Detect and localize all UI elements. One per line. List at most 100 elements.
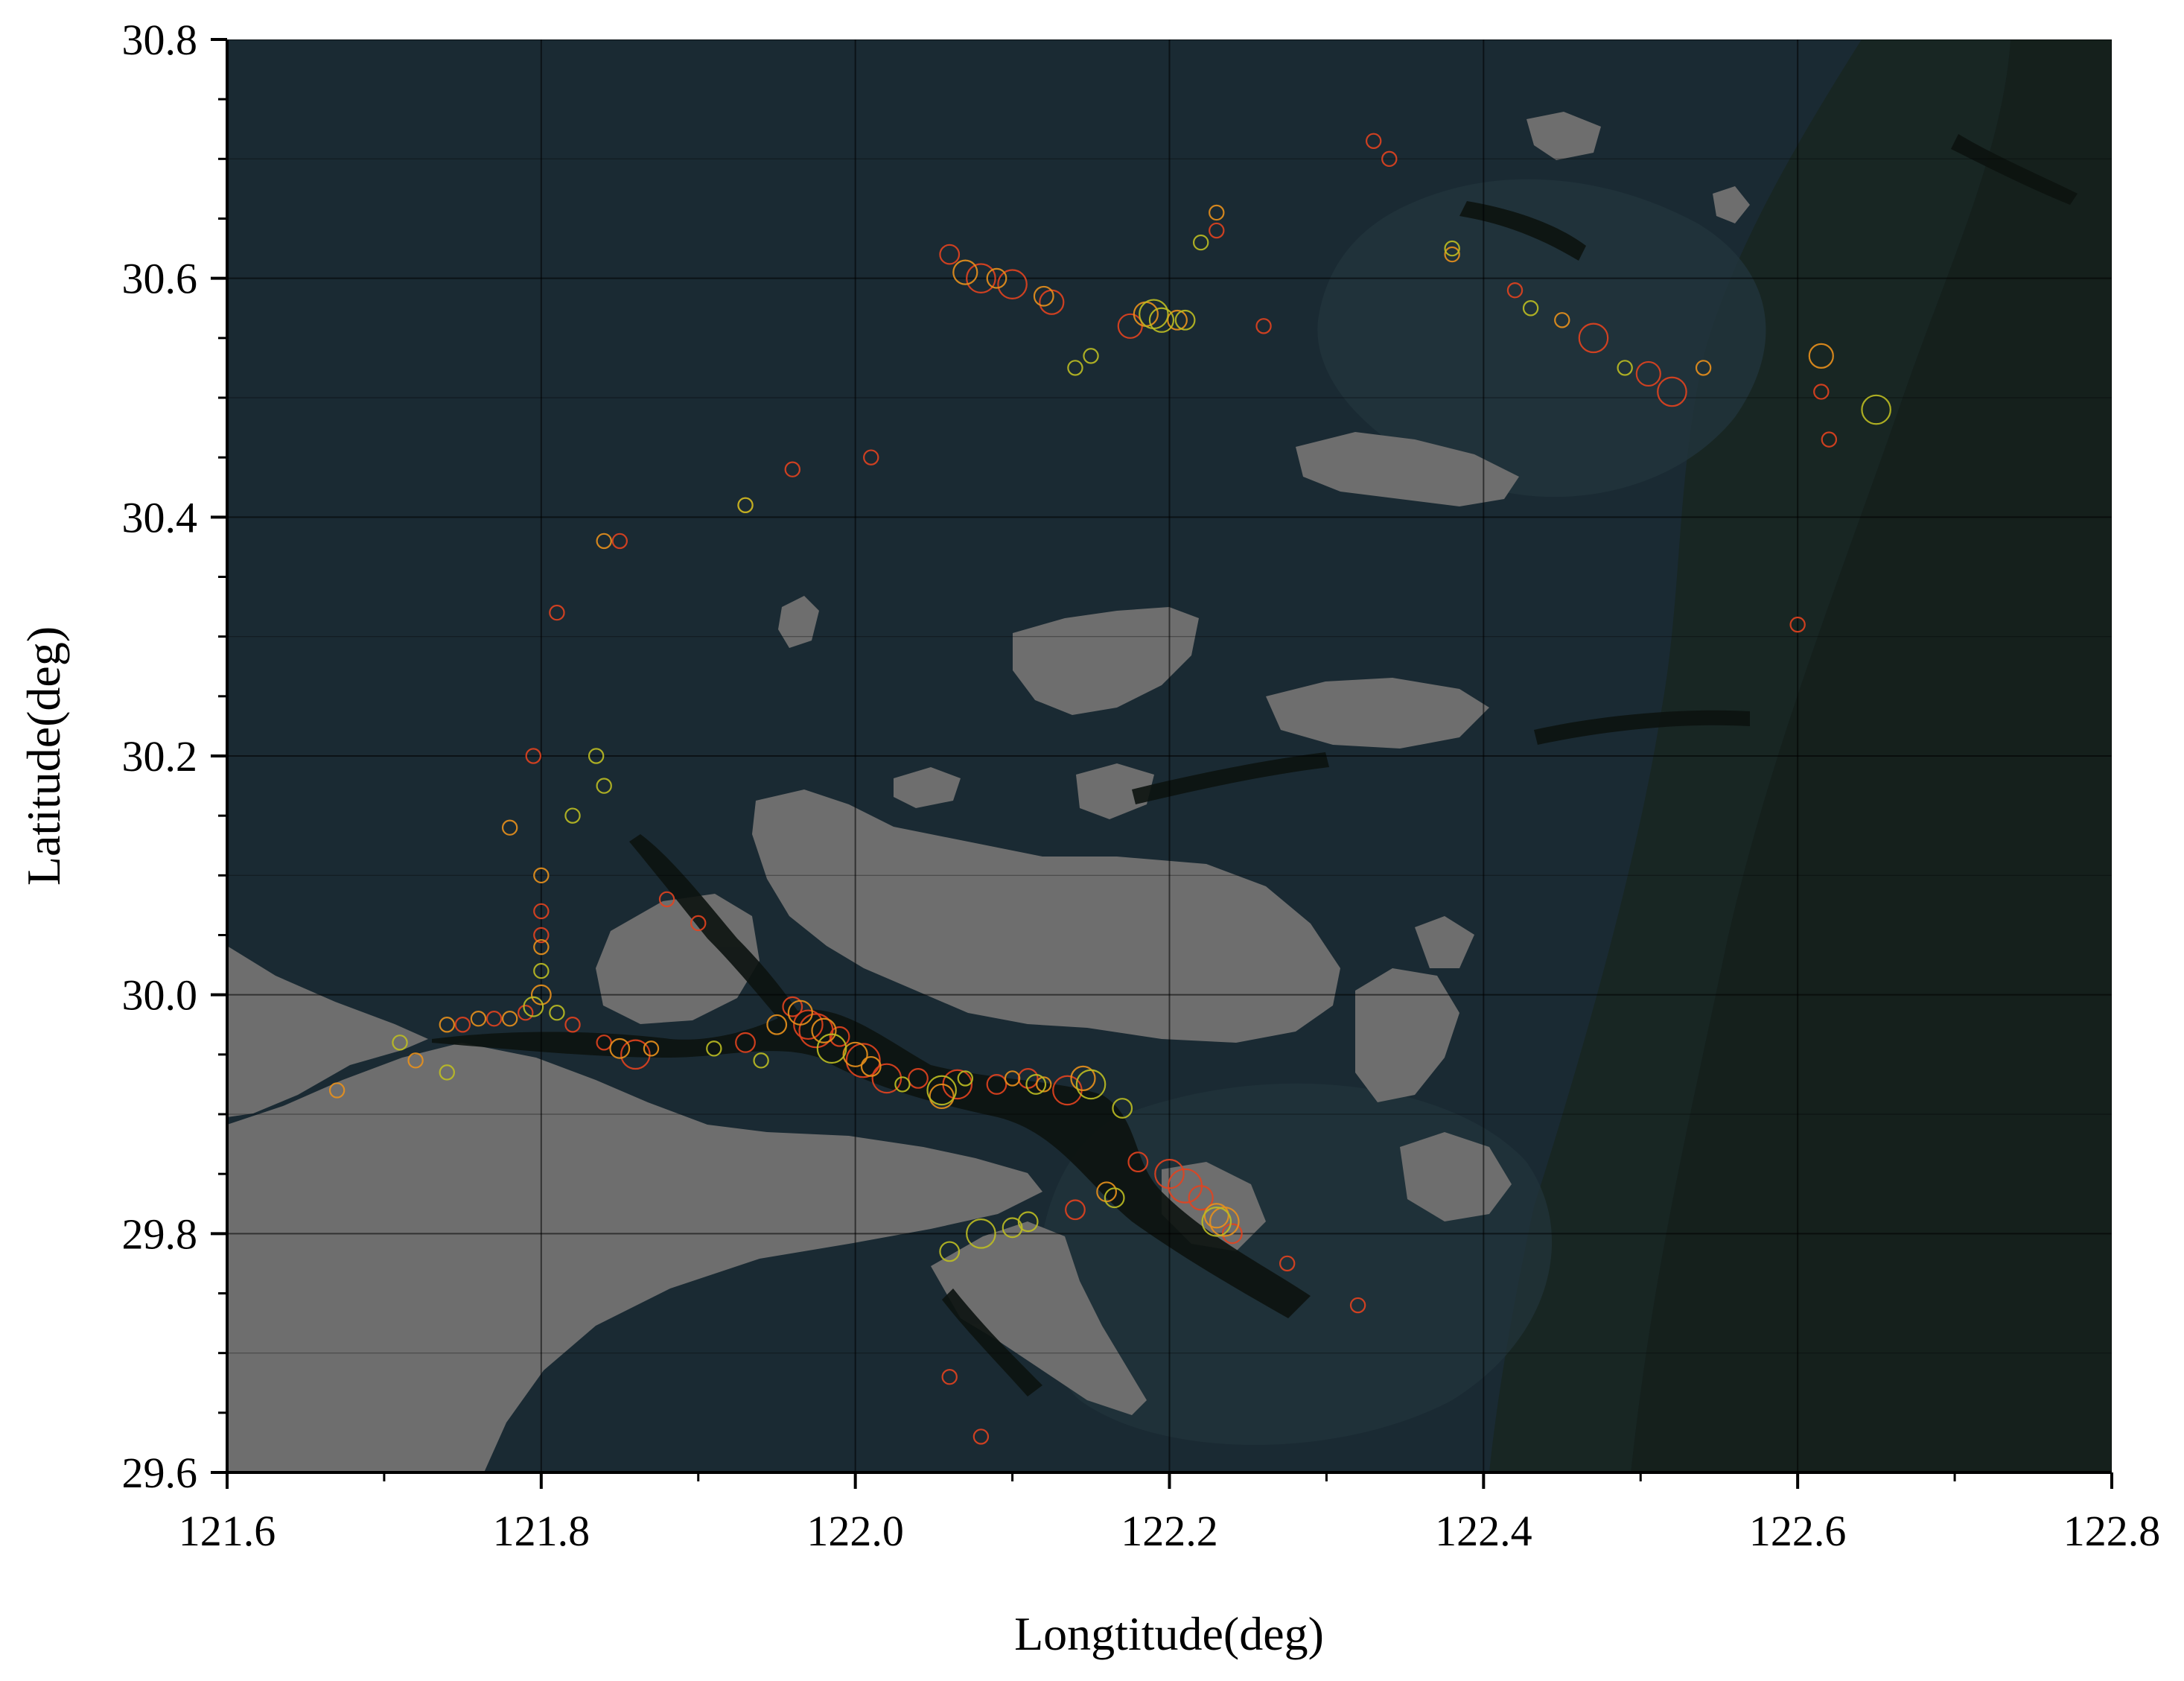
- scatter-point: [1201, 1207, 1232, 1237]
- scatter-point: [1203, 1203, 1229, 1229]
- scatter-point: [737, 497, 754, 514]
- scatter-point: [1017, 1211, 1039, 1233]
- scatter-point: [860, 1055, 882, 1077]
- scatter-point: [793, 1009, 824, 1040]
- scatter-point: [1070, 1065, 1096, 1092]
- scatter-point: [1349, 1297, 1366, 1314]
- x-tick-label: 121.8: [493, 1507, 590, 1555]
- scatter-point: [596, 533, 612, 550]
- scatter-point: [894, 1076, 911, 1093]
- mainland-south: [227, 1043, 1042, 1472]
- scatter-point: [753, 1052, 769, 1069]
- scatter-point: [972, 1429, 990, 1445]
- scatter-point: [439, 1017, 455, 1033]
- scatter-point: [643, 1040, 660, 1057]
- scatter-point: [1821, 431, 1838, 448]
- scatter-point: [1002, 1217, 1023, 1239]
- scatter-point: [1808, 343, 1834, 369]
- axis-ticks: 121.6 121.8 122.0 122.2 122.4 122.6 122.8 29.6 2…: [122, 16, 2161, 1555]
- scatter-point: [735, 1032, 756, 1053]
- island-south: [931, 1221, 1147, 1415]
- scatter-point: [1861, 394, 1891, 425]
- scatter-point: [564, 807, 581, 824]
- island-small: [1415, 916, 1474, 968]
- y-tick-label: 29.6: [122, 1449, 198, 1497]
- scatter-point: [1104, 1187, 1125, 1209]
- scatter-point: [1381, 150, 1398, 168]
- scatter-point: [1192, 234, 1209, 251]
- scatter-point: [609, 1037, 631, 1059]
- scatter-point: [1209, 204, 1225, 221]
- scatter-point: [1695, 360, 1712, 376]
- scatter-point: [1617, 360, 1633, 376]
- y-tick-label: 30.8: [122, 16, 198, 64]
- scatter-point: [811, 1017, 837, 1043]
- scatter-point: [829, 1026, 850, 1047]
- x-axis-title: Longtitude(deg): [1014, 1607, 1324, 1660]
- scatter-point: [706, 1040, 722, 1057]
- y-tick-label: 30.0: [122, 971, 198, 1020]
- scatter-point: [596, 1035, 612, 1051]
- scatter-point: [533, 867, 550, 884]
- scatter-point: [328, 1082, 346, 1099]
- scatter-point: [816, 1033, 847, 1064]
- island-north-top: [1526, 112, 1601, 160]
- scatter-markers: [328, 133, 1891, 1445]
- scatter-point: [1209, 1207, 1240, 1237]
- scatter-point: [1025, 1074, 1047, 1095]
- scatter-point: [966, 1218, 996, 1249]
- x-tick-label: 121.6: [179, 1507, 276, 1555]
- scatter-point: [407, 1052, 424, 1069]
- scatter-point: [1004, 1070, 1021, 1087]
- scatter-point: [549, 604, 565, 621]
- island-north-mid: [1266, 678, 1489, 749]
- scatter-point: [596, 778, 612, 794]
- scatter-point: [549, 1005, 565, 1021]
- scatter-point: [533, 927, 550, 944]
- island-daishan: [1013, 607, 1199, 715]
- scatter-point: [1083, 348, 1099, 364]
- y-tick-label: 29.8: [122, 1210, 198, 1258]
- scatter-point: [926, 1075, 957, 1106]
- scatter-point: [439, 1064, 455, 1081]
- scatter-point: [845, 1043, 881, 1078]
- scatter-point: [1065, 1199, 1086, 1221]
- scatter-point: [1444, 240, 1460, 257]
- scatter-point: [501, 819, 518, 836]
- scatter-point: [908, 1067, 929, 1089]
- scatter-point: [986, 1074, 1007, 1095]
- scatter-point: [952, 259, 978, 285]
- scatter-point: [588, 748, 605, 764]
- scatter-point: [1522, 300, 1539, 317]
- scatter-point: [523, 996, 544, 1017]
- island-small: [894, 767, 961, 808]
- scatter-point: [1657, 376, 1687, 407]
- x-tick-label: 122.2: [1121, 1507, 1218, 1555]
- y-tick-label: 30.4: [122, 493, 198, 541]
- scatter-point: [966, 263, 996, 293]
- y-tick-label: 30.2: [122, 732, 198, 781]
- island-north-right: [1713, 186, 1750, 223]
- scatter-point: [533, 938, 550, 956]
- scatter-point: [1279, 1255, 1296, 1272]
- scatter-point: [1444, 246, 1460, 263]
- island-east: [1355, 968, 1459, 1102]
- y-axis-title: Latitude(deg): [17, 626, 70, 886]
- scatter-point: [1096, 1181, 1118, 1203]
- scatter-point: [1789, 616, 1806, 633]
- island-small: [778, 596, 819, 648]
- island-qushan: [1296, 432, 1519, 506]
- scatter-point: [1554, 312, 1570, 328]
- shallow-water-area: [1317, 179, 1766, 498]
- scatter-point: [1036, 1076, 1052, 1093]
- scatter-point: [1255, 318, 1272, 334]
- scatter-point: [784, 461, 801, 477]
- scatter-point: [1067, 360, 1083, 376]
- scatter-point: [986, 267, 1007, 289]
- scatter-point: [658, 891, 675, 908]
- scatter-point: [518, 1005, 534, 1021]
- scatter-point: [1075, 1069, 1107, 1100]
- island-zhoushan: [752, 789, 1340, 1043]
- x-tick-label: 122.4: [1435, 1507, 1532, 1555]
